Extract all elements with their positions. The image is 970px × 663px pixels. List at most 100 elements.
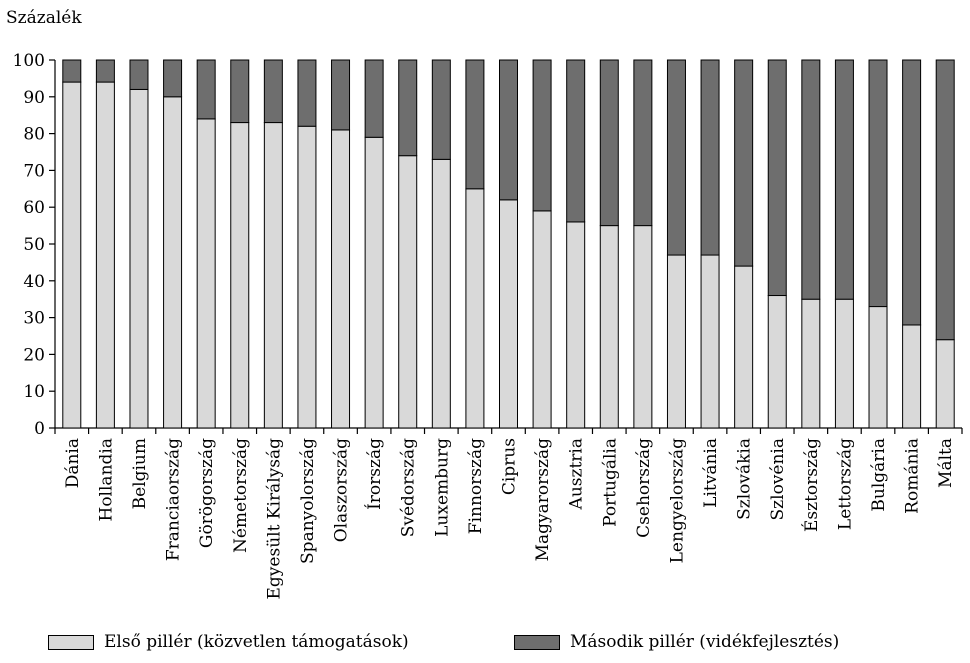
x-tick-label: Dánia: [63, 438, 83, 488]
bar-first-pillar: [666, 254, 686, 429]
bar-second-pillar: [566, 59, 586, 223]
bar-first-pillar: [935, 339, 955, 429]
bar-second-pillar: [868, 59, 888, 308]
bar-second-pillar: [532, 59, 552, 212]
bar-first-pillar: [834, 298, 854, 429]
x-tick-label: Írország: [364, 438, 385, 510]
x-tick-label: Spanyolország: [298, 438, 318, 564]
bar-second-pillar: [902, 59, 922, 326]
x-tick-label: Belgium: [130, 438, 150, 509]
y-tick-label: 80: [23, 125, 45, 145]
bar-first-pillar: [734, 265, 754, 429]
x-tick-label: Németország: [231, 438, 251, 553]
bar-first-pillar: [62, 81, 82, 429]
bar-second-pillar: [62, 59, 82, 83]
y-tick-label: 0: [34, 419, 45, 439]
bar-first-pillar: [230, 122, 250, 429]
x-tick-label: Litvánia: [701, 438, 721, 508]
x-tick-label: Portugália: [600, 438, 620, 527]
bar-second-pillar: [398, 59, 418, 157]
x-tick-label: Románia: [903, 438, 923, 514]
bar-first-pillar: [263, 122, 283, 429]
bar-second-pillar: [734, 59, 754, 267]
bar-second-pillar: [834, 59, 854, 300]
x-tick-label: Szlovénia: [768, 438, 788, 520]
bar-first-pillar: [700, 254, 720, 429]
bar-first-pillar: [599, 225, 619, 429]
x-tick-label: Ciprus: [500, 438, 520, 495]
bar-second-pillar: [297, 59, 317, 127]
legend-label-second-pillar: Második pillér (vidékfejlesztés): [570, 632, 840, 652]
legend-item-second-pillar: Második pillér (vidékfejlesztés): [514, 632, 839, 652]
bar-first-pillar: [129, 88, 149, 429]
x-tick-label: Görögország: [197, 438, 217, 548]
x-tick-label: Magyarország: [533, 438, 553, 561]
y-tick-label: 10: [23, 382, 45, 402]
bar-second-pillar: [633, 59, 653, 227]
x-tick-label: Csehország: [634, 438, 654, 538]
bar-first-pillar: [566, 221, 586, 429]
y-tick-label: 40: [23, 272, 45, 292]
bar-first-pillar: [297, 125, 317, 429]
bar-first-pillar: [767, 295, 787, 429]
bar-first-pillar: [633, 225, 653, 429]
bar-first-pillar: [364, 136, 384, 429]
bar-second-pillar: [431, 59, 451, 160]
bar-second-pillar: [331, 59, 351, 131]
x-tick-label: Lengyelország: [667, 438, 687, 563]
bar-second-pillar: [801, 59, 821, 300]
legend-swatch-first-pillar: [48, 634, 94, 650]
bar-first-pillar: [801, 298, 821, 429]
x-tick-label: Franciaország: [164, 438, 184, 561]
bar-second-pillar: [230, 59, 250, 124]
x-tick-label: Málta: [936, 438, 956, 488]
x-tick-label: Egyesült Királyság: [264, 438, 284, 600]
bar-second-pillar: [95, 59, 115, 83]
bar-second-pillar: [666, 59, 686, 256]
bar-first-pillar: [196, 118, 216, 429]
bar-first-pillar: [331, 129, 351, 429]
bar-second-pillar: [129, 59, 149, 90]
x-tick-label: Észtország: [801, 438, 822, 532]
bar-first-pillar: [431, 158, 451, 429]
y-tick-label: 30: [23, 309, 45, 329]
y-tick-label: 50: [23, 235, 45, 255]
legend-item-first-pillar: Első pillér (közvetlen támogatások): [48, 632, 409, 652]
bar-second-pillar: [263, 59, 283, 124]
bar-second-pillar: [499, 59, 518, 201]
bar-second-pillar: [364, 59, 384, 138]
bar-first-pillar: [465, 188, 485, 429]
bar-second-pillar: [163, 59, 183, 98]
bar-second-pillar: [935, 59, 955, 341]
bar-first-pillar: [868, 306, 888, 429]
x-tick-label: Szlovákia: [735, 438, 755, 520]
y-tick-label: 90: [23, 88, 45, 108]
y-axis-title: Százalék: [6, 8, 82, 28]
bar-first-pillar: [499, 199, 518, 429]
bar-second-pillar: [465, 59, 485, 190]
bar-first-pillar: [95, 81, 115, 429]
y-tick-label: 70: [23, 161, 45, 181]
x-tick-label: Bulgária: [869, 438, 889, 512]
bar-first-pillar: [163, 96, 183, 429]
bar-second-pillar: [700, 59, 720, 256]
x-tick-label: Finnország: [466, 438, 486, 534]
bar-first-pillar: [532, 210, 552, 429]
x-tick-label: Svédország: [399, 438, 419, 537]
bar-second-pillar: [767, 59, 787, 297]
x-tick-label: Hollandia: [96, 438, 116, 521]
bar-second-pillar: [196, 59, 216, 120]
y-tick-label: 100: [13, 51, 45, 71]
bar-first-pillar: [902, 324, 922, 429]
y-tick-label: 60: [23, 198, 45, 218]
bar-second-pillar: [599, 59, 619, 227]
x-tick-label: Luxemburg: [432, 438, 452, 537]
legend-swatch-second-pillar: [514, 634, 560, 650]
legend-label-first-pillar: Első pillér (közvetlen támogatások): [104, 632, 409, 652]
y-tick-label: 20: [23, 345, 45, 365]
bar-first-pillar: [398, 155, 418, 429]
x-tick-label: Lettország: [835, 438, 855, 530]
x-tick-label: Olaszország: [332, 438, 352, 542]
